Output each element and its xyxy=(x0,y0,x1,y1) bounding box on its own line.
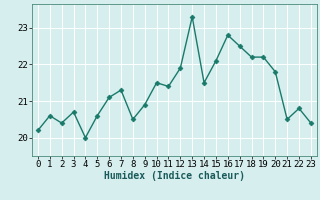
X-axis label: Humidex (Indice chaleur): Humidex (Indice chaleur) xyxy=(104,171,245,181)
